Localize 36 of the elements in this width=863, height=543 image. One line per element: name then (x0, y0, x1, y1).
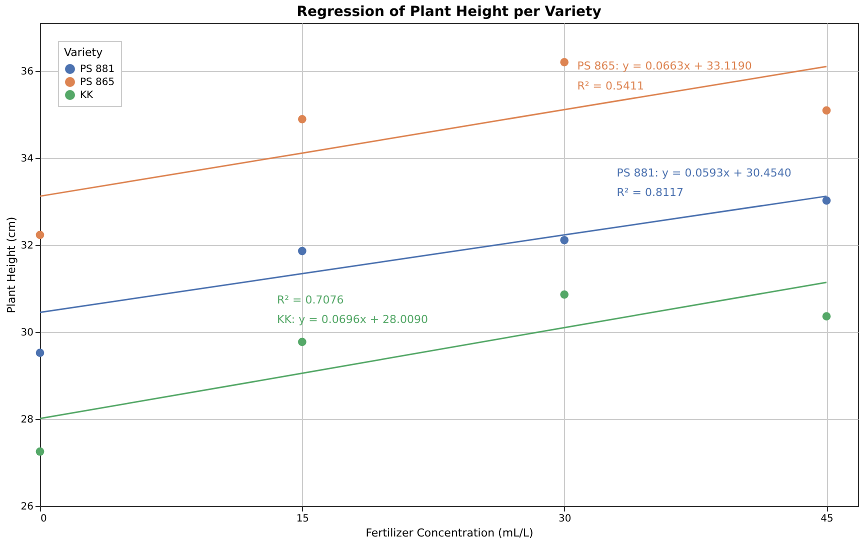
point (36, 230, 44, 240)
legend-title: Variety (64, 46, 104, 59)
annotation: KK: y = 0.0696x + 28.0090 (277, 313, 428, 326)
point (560, 58, 569, 66)
x-tick-label: 45 (820, 514, 834, 524)
point (822, 196, 831, 205)
point (560, 236, 569, 244)
y-tick-label: 36 (20, 66, 34, 78)
y-tick-label: 28 (20, 414, 34, 426)
point (822, 312, 831, 320)
line-series (39, 282, 828, 420)
legend-label: PS 865 (80, 77, 115, 88)
point (298, 114, 306, 124)
annotation: PS 865: y = 0.0663x + 33.1190 (577, 60, 752, 73)
annotation: PS 881: y = 0.0593x + 30.4540 (616, 166, 792, 180)
y-axis-title: Plant Height (cm) (4, 216, 18, 314)
annotation: R² = 0.5411 (577, 79, 644, 92)
x-tick-label: 0 (40, 514, 47, 524)
point (298, 338, 306, 346)
legend-label: PS 881 (80, 64, 115, 75)
y-tick-label: 30 (20, 327, 34, 338)
x-tick-label: 30 (558, 514, 572, 524)
y-tick-label: 26 (20, 502, 34, 512)
x-tick-label: 15 (296, 514, 310, 524)
legend-label: KK (80, 90, 94, 101)
annotation: R² = 0.8117 (616, 186, 684, 200)
point (36, 447, 44, 456)
y-tick-label: 32 (20, 240, 34, 252)
point (36, 348, 44, 358)
point (560, 290, 569, 299)
point (822, 106, 831, 115)
x-axis-title: Fertilizer Concentration (mL/L) (366, 526, 534, 540)
y-tick-label: 34 (20, 153, 34, 164)
annotation: R² = 0.7076 (277, 293, 344, 306)
chart-title: Regression of Plant Height per Variety (296, 4, 602, 20)
point (298, 246, 306, 256)
